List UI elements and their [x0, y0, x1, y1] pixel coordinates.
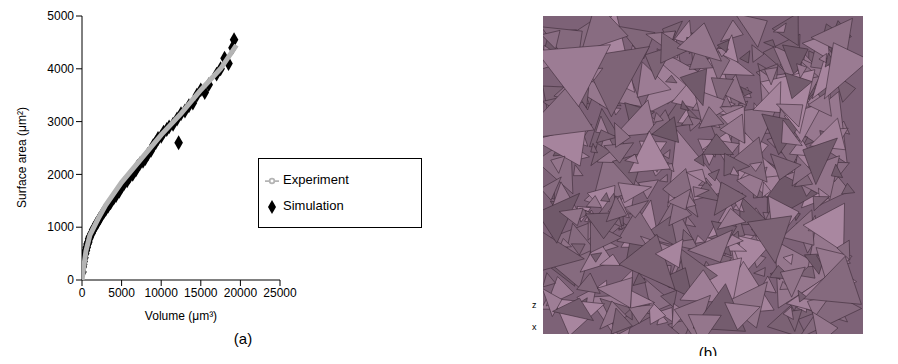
html-text:(b): (b) [698, 344, 718, 361]
svg-text:10000: 10000 [145, 286, 179, 300]
svg-text:0: 0 [79, 286, 86, 300]
svg-text:4000: 4000 [47, 62, 74, 76]
svg-text:z: z [532, 300, 537, 310]
svg-text:2000: 2000 [47, 168, 74, 182]
svg-text:Surface area (μm²): Surface area (μm²) [15, 107, 29, 208]
html-text:Simulation: Simulation [283, 198, 344, 213]
svg-text:3000: 3000 [47, 115, 74, 129]
svg-text:20000: 20000 [224, 286, 258, 300]
svg-text:x: x [532, 322, 537, 332]
svg-text:5000: 5000 [47, 9, 74, 23]
svg-text:15000: 15000 [184, 286, 218, 300]
svg-text:0: 0 [67, 273, 74, 287]
svg-text:1000: 1000 [47, 220, 74, 234]
svg-text:25000: 25000 [263, 286, 297, 300]
svg-text:5000: 5000 [108, 286, 135, 300]
html-text:(a): (a) [233, 330, 253, 347]
html-text:Experiment: Experiment [283, 172, 349, 187]
svg-text:Volume (μm³): Volume (μm³) [145, 309, 217, 323]
